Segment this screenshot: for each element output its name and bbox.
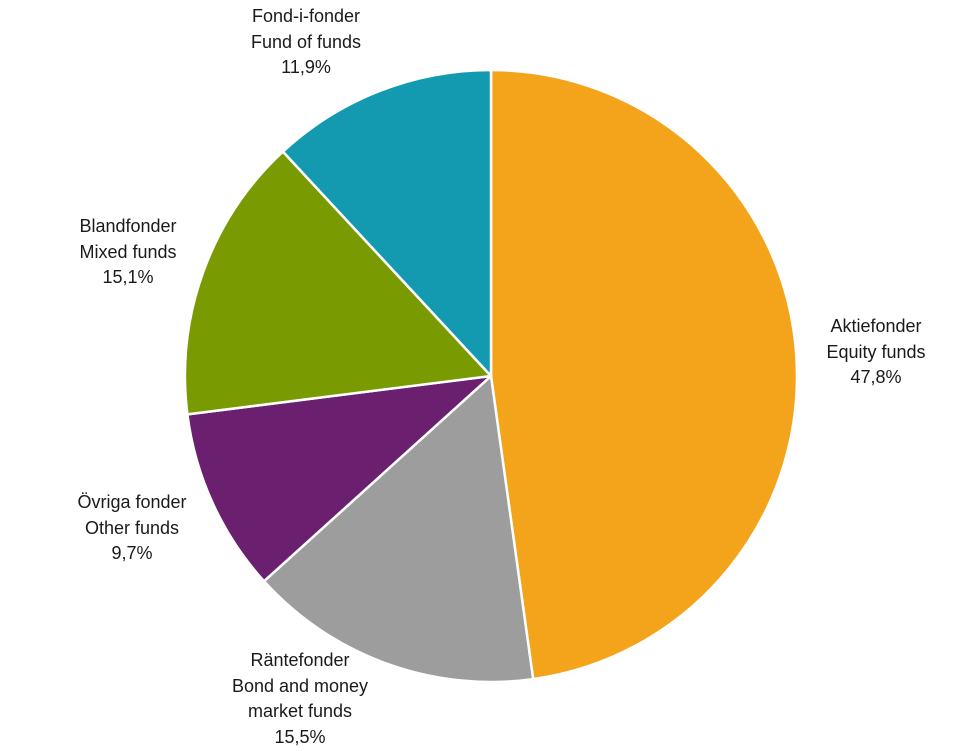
- label-equity-en: Equity funds: [826, 341, 926, 362]
- label-other-value: 9,7%: [111, 543, 153, 563]
- label-fof-en: Fund of funds: [250, 31, 362, 52]
- label-mixed-funds: Blandfonder Mixed funds 15,1%: [58, 214, 198, 291]
- label-other-en: Other funds: [84, 517, 180, 538]
- label-equity-sv: Aktiefonder: [830, 316, 922, 336]
- label-equity-value: 47,8%: [850, 367, 902, 387]
- pie-slice-other: [186, 374, 493, 583]
- label-fof-sv: Fond-i-fonder: [251, 6, 361, 26]
- pie-slice-equity: [489, 68, 799, 681]
- pie-slice-bond: [262, 374, 535, 684]
- label-fof-value: 11,9%: [281, 57, 331, 77]
- label-bond-sv: Räntefonder: [250, 650, 350, 670]
- pie-slice-fof: [281, 68, 493, 378]
- label-other-sv: Övriga fonder: [77, 492, 187, 512]
- label-bond-value: 15,5%: [274, 726, 326, 747]
- label-mixed-sv: Blandfonder: [79, 216, 177, 236]
- pie-slice-mixed: [183, 150, 493, 416]
- label-bond-funds: Räntefonder Bond and money market funds …: [210, 648, 390, 750]
- label-fund-of-funds: Fond-i-fonder Fund of funds 11,9%: [236, 4, 376, 81]
- label-mixed-en: Mixed funds: [79, 241, 177, 262]
- label-mixed-value: 15,1%: [102, 267, 154, 287]
- label-bond-en-line2: market funds: [247, 701, 353, 721]
- label-bond-en-line1: Bond and money: [231, 675, 369, 696]
- label-other-funds: Övriga fonder Other funds 9,7%: [62, 490, 202, 567]
- label-equity-funds: Aktiefonder Equity funds 47,8%: [806, 314, 946, 391]
